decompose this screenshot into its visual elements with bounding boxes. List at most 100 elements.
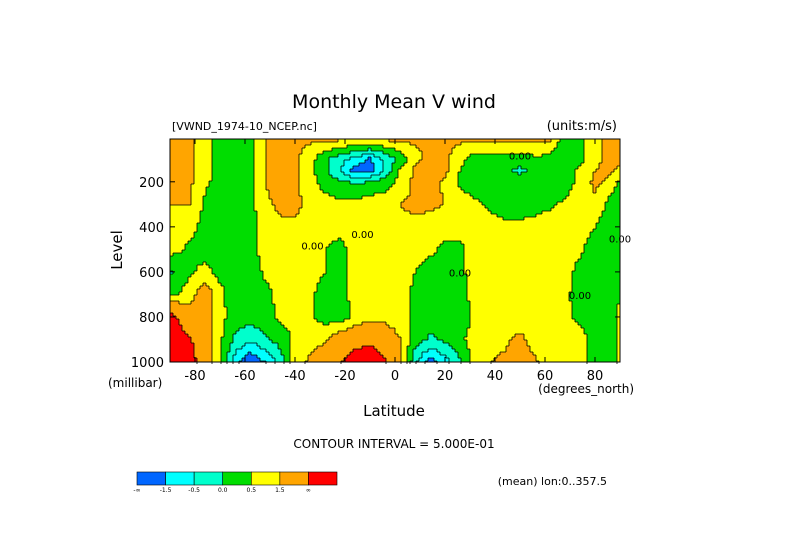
y-axis-units: (millibar) [108, 376, 162, 390]
contour-fill-cell [170, 352, 195, 356]
contour-fill-cell [410, 187, 441, 191]
contour-fill-cell [410, 289, 468, 293]
contour-fill-cell [413, 349, 429, 353]
contour-fill-cell [191, 340, 213, 344]
contour-fill-cell [422, 262, 465, 266]
contour-fill-cell [257, 355, 273, 359]
contour-fill-cell [608, 175, 621, 179]
contour-fill-cell [386, 175, 399, 179]
contour-fill-cell [464, 247, 585, 251]
contour-fill-cell [386, 190, 411, 194]
contour-fill-cell [170, 256, 261, 260]
contour-fill-cell [593, 175, 609, 179]
contour-fill-cell [233, 337, 270, 341]
contour-fill-cell [602, 160, 621, 164]
contour-fill-cell [575, 319, 618, 323]
contour-fill-cell [170, 211, 201, 215]
contour-fill-cell [383, 151, 402, 155]
contour-fill-cell [401, 355, 408, 359]
contour-fill-cell [467, 346, 507, 350]
contour-fill-cell [260, 346, 279, 350]
contour-fill-cell [587, 238, 621, 242]
contour-fill-cell [584, 142, 603, 146]
contour-fill-cell [191, 196, 204, 200]
contour-fill-cell [542, 154, 585, 158]
x-tick-label: -20 [334, 369, 355, 384]
contour-fill-cell [569, 298, 621, 302]
contour-fill-cell [572, 304, 618, 308]
contour-fill-cell [233, 358, 243, 362]
contour-fill-cell [221, 343, 231, 347]
contour-fill-cell [407, 355, 414, 359]
contour-fill-cell [290, 352, 312, 356]
contour-fill-cell [362, 196, 408, 200]
contour-fill-cell [299, 163, 315, 167]
contour-fill-cell [572, 313, 618, 317]
contour-fill-cell [242, 358, 261, 362]
contour-fill-cell [188, 334, 213, 338]
contour-fill-cell [212, 292, 225, 296]
contour-fill-cell [170, 232, 195, 236]
contour-fill-cell [467, 343, 510, 347]
contour-fill-cell [254, 208, 276, 212]
contour-fill-cell [410, 211, 426, 215]
contour-fill-cell [314, 313, 351, 317]
contour-fill-cell [266, 280, 321, 284]
contour-fill-cell [422, 340, 444, 344]
contour-fill-cell [584, 148, 603, 152]
contour-fill-cell [185, 244, 258, 248]
contour-fill-cell [188, 277, 219, 281]
contour-fill-cell [299, 172, 315, 176]
x-tick-label: 20 [437, 369, 454, 384]
contour-fill-cell [287, 328, 348, 332]
contour-fill-cell [266, 169, 300, 173]
contour-fill-cell [617, 181, 621, 185]
contour-fill-cell [347, 259, 426, 263]
contour-fill-cell [617, 310, 621, 314]
contour-fill-cell [317, 283, 348, 287]
contour-fill-cell [212, 313, 228, 317]
contour-fill-cell [341, 166, 354, 170]
contour-fill-cell [569, 193, 612, 197]
contour-fill-cell [467, 298, 570, 302]
contour-fill-cell [473, 196, 567, 200]
contour-fill-cell [200, 220, 258, 224]
contour-fill-cell [509, 343, 528, 347]
contour-fill-cell [200, 211, 258, 215]
contour-fill-cell [311, 352, 351, 356]
contour-fill-cell [464, 268, 576, 272]
contour-fill-cell [341, 238, 588, 242]
contour-fill-cell [464, 244, 585, 248]
contour-fill-cell [269, 286, 318, 290]
contour-fill-cell [254, 157, 267, 161]
contour-fill-cell [617, 316, 621, 320]
contour-fill-cell [317, 175, 333, 179]
contour-fill-cell [368, 157, 372, 161]
contour-fill-cell [260, 262, 327, 266]
contour-fill-cell [557, 145, 585, 149]
contour-fill-cell [350, 301, 411, 305]
contour-fill-cell [557, 202, 606, 206]
contour-fill-cell [389, 325, 411, 329]
contour-fill-cell [212, 358, 222, 362]
contour-fill-cell [596, 223, 621, 227]
contour-fill-cell [269, 193, 300, 197]
contour-fill-cell [329, 160, 345, 164]
contour-fill-cell [464, 259, 579, 263]
contour-fill-cell [224, 301, 273, 305]
contour-fill-cell [254, 160, 267, 164]
contour-fill-cell [182, 289, 198, 293]
contour-fill-cell [317, 181, 351, 185]
contour-fill-cell [347, 286, 411, 290]
contour-fill-cell [392, 169, 399, 173]
contour-fill-cell [401, 151, 423, 155]
contour-fill-cell [221, 340, 234, 344]
contour-fill-cell [194, 139, 213, 143]
contour-fill-cell [308, 358, 345, 362]
contour-fill-cell [602, 214, 621, 218]
contour-fill-cell [212, 139, 255, 143]
contour-fill-cell [194, 151, 213, 155]
contour-fill-cell [194, 298, 213, 302]
contour-fill-cell [170, 223, 198, 227]
contour-fill-cell [602, 151, 621, 155]
